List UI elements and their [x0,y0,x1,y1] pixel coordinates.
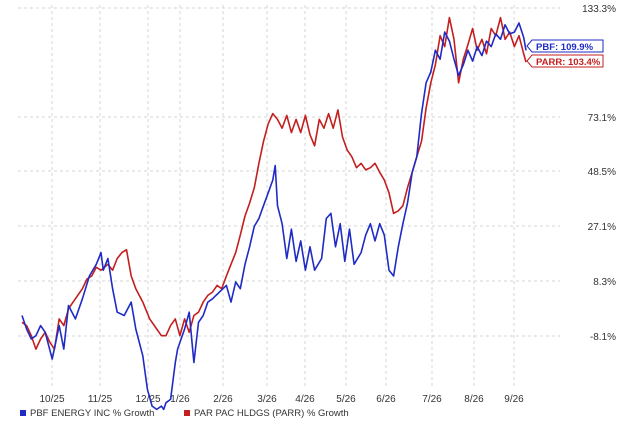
legend-label: PAR PAC HLDGS (PARR) % Growth [194,408,349,419]
x-tick-label: 8/26 [464,394,484,405]
x-tick-label: 7/26 [422,394,442,405]
y-tick-label: -8.1% [590,332,616,343]
x-tick-label: 12/25 [135,394,160,405]
x-tick-label: 11/25 [88,394,113,405]
x-tick-label: 6/26 [376,394,396,405]
end-labels: PBF: 109.9% PARR: 103.4% [526,39,604,68]
legend-item-parr: PAR PAC HLDGS (PARR) % Growth [184,408,349,419]
y-tick-label: 8.3% [593,277,616,288]
legend-swatch [184,410,190,416]
end-label-box [526,39,604,53]
end-label-text: PBF: 109.9% [536,42,594,53]
legend-label: PBF ENERGY INC % Growth [30,408,154,419]
legend: PBF ENERGY INC % Growth PAR PAC HLDGS (PA… [20,408,349,419]
end-label-text: PARR: 103.4% [536,57,601,68]
x-tick-label: 4/26 [295,394,315,405]
legend-item-pbf: PBF ENERGY INC % Growth [20,408,154,419]
y-tick-label: 27.1% [588,222,616,233]
y-tick-label: 73.1% [588,113,616,124]
x-tick-label: 5/26 [336,394,356,405]
end-label-pbf: PBF: 109.9% [526,39,604,53]
series-lines [21,16,527,411]
x-tick-label: 9/26 [504,394,524,405]
x-tick-label: 10/25 [39,394,64,405]
y-tick-label: 133.3% [582,4,616,15]
series-line-pbf [21,22,527,411]
y-tick-label: 48.5% [588,167,616,178]
series-line-parr [21,16,527,350]
x-axis-ticks: 10/25 11/25 12/25 1/26 2/26 3/26 4/26 5/26 6/26 7… [39,394,524,405]
x-tick-label: 1/26 [170,394,190,405]
end-label-parr: PARR: 103.4% [526,54,604,68]
x-tick-label: 3/26 [257,394,277,405]
x-tick-label: 2/26 [213,394,233,405]
y-axis-ticks: 133.3% 73.1% 48.5% 27.1% 8.3% -8.1% [582,4,616,343]
legend-swatch [20,410,26,416]
grid-lines [18,5,560,388]
end-label-box [526,54,604,68]
